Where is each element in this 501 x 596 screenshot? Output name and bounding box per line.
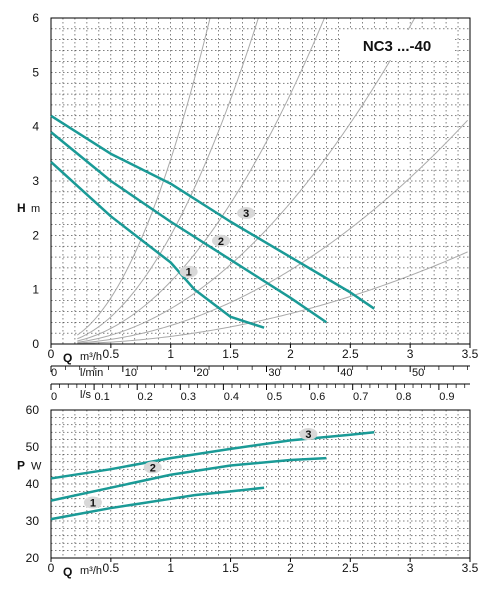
head-x-tick-label: 2.5 xyxy=(342,347,359,361)
power-curve-label-bg-3 xyxy=(299,428,318,441)
power-curve-2 xyxy=(50,456,327,502)
head-curve-label-3: 3 xyxy=(243,208,249,220)
power-x-tick-label: 3.5 xyxy=(462,561,479,575)
power-x-tick-label: 1 xyxy=(167,561,174,575)
system-curve-4 xyxy=(77,17,416,343)
head-x-tick-label: 3.5 xyxy=(462,347,479,361)
head-y-tick-label: 1 xyxy=(32,283,39,297)
chart-title: NC3 ...-40 xyxy=(363,38,431,55)
system-curve-1 xyxy=(77,17,211,336)
head-curve-label-bg-2 xyxy=(211,234,230,247)
power-curve-label-1: 1 xyxy=(90,498,96,510)
power-curve-label-2: 2 xyxy=(150,462,156,474)
power-x-tick-label: 0.5 xyxy=(103,561,120,575)
system-curve-2 xyxy=(77,17,259,340)
title-box xyxy=(340,30,455,60)
secondary-axis-unit: l/s xyxy=(80,389,92,401)
secondary-axis-lmin: 0 10 20 30 40 50 l/min xyxy=(50,365,470,379)
head-curve-label-2: 2 xyxy=(218,236,224,248)
power-y-tick-label: 30 xyxy=(26,514,40,528)
head-x-tick-label: 1 xyxy=(167,347,174,361)
power-x-tick-label: 3 xyxy=(407,561,414,575)
secondary-axis-ls: 0 0.1 0.2 0.3 0.4 0.5 0.6 0.7 0.8 0.9 l/s xyxy=(50,383,470,403)
power-y-label: P xyxy=(17,459,25,473)
power-curves xyxy=(50,430,375,521)
power-y-unit: W xyxy=(31,461,42,473)
system-curve-5 xyxy=(77,119,468,344)
power-y-tick-label: 20 xyxy=(26,551,40,565)
head-y-tick-label: 2 xyxy=(32,228,39,242)
power-x-unit: m³/h xyxy=(80,565,102,577)
power-curve-1 xyxy=(50,486,265,521)
secondary-axis-tick-label: 50 xyxy=(412,367,424,379)
head-curve-2 xyxy=(50,131,328,324)
power-y-tick-label: 60 xyxy=(26,403,40,417)
power-x-tick-label: 2 xyxy=(287,561,294,575)
head-x-unit: m³/h xyxy=(80,351,102,363)
head-curve-3 xyxy=(50,114,375,310)
head-frame xyxy=(50,17,471,345)
secondary-axis-tick-label: 30 xyxy=(268,367,280,379)
secondary-axis-tick-label: 0.7 xyxy=(353,391,368,403)
head-x-tick-label: 0.5 xyxy=(103,347,120,361)
system-curve-3 xyxy=(77,17,325,342)
secondary-axis-tick-label: 0.1 xyxy=(94,391,109,403)
power-frame xyxy=(50,409,471,559)
power-chart: 1 2 3 20 30 40 50 60 P W 0 0.5 1 1.5 2 2.5 3 3.5 Q m³/h xyxy=(17,403,479,579)
head-x-tick-label: 1.5 xyxy=(222,347,239,361)
head-x-tick-label: 0 xyxy=(48,347,55,361)
head-chart: 1 2 3 NC3 ...-40 0 1 2 3 4 5 6 H m 0 0.5 1 1.5 2 2.5 3 3.5 Q m… xyxy=(17,11,479,403)
power-x-tick-label: 0 xyxy=(48,561,55,575)
head-y-tick-label: 5 xyxy=(32,65,39,79)
power-x-label: Q xyxy=(63,565,72,579)
power-y-tick-label: 40 xyxy=(26,477,40,491)
head-y-tick-label: 0 xyxy=(32,337,39,351)
secondary-axis-tick-label: 0.6 xyxy=(310,391,325,403)
power-x-tick-label: 2.5 xyxy=(342,561,359,575)
system-curve-6 xyxy=(77,251,468,345)
secondary-axis-tick-label: 20 xyxy=(197,367,209,379)
head-y-tick-label: 6 xyxy=(32,11,39,25)
head-y-label: H xyxy=(17,201,26,215)
head-curve-label-bg-3 xyxy=(237,207,256,220)
head-y-tick-label: 3 xyxy=(32,174,39,188)
secondary-axis-tick-label: 0.2 xyxy=(138,391,153,403)
head-curve-label-bg-1 xyxy=(179,265,198,278)
secondary-axis-tick-label: 0 xyxy=(51,367,57,379)
power-curve-label-3: 3 xyxy=(305,429,311,441)
secondary-axis-unit: l/min xyxy=(80,367,103,379)
head-y-tick-label: 4 xyxy=(32,120,39,134)
secondary-axis-tick-label: 0.4 xyxy=(224,391,239,403)
head-x-tick-label: 3 xyxy=(407,347,414,361)
head-x-label: Q xyxy=(63,351,72,365)
system-curves xyxy=(77,17,468,345)
secondary-axis-tick-label: 0 xyxy=(51,391,57,403)
secondary-axis-tick-label: 0.8 xyxy=(396,391,411,403)
power-curve-label-bg-1 xyxy=(83,496,102,509)
head-curve-label-1: 1 xyxy=(186,267,192,279)
secondary-axis-tick-label: 0.9 xyxy=(439,391,454,403)
secondary-axis-tick-label: 0.5 xyxy=(267,391,282,403)
power-curve-3 xyxy=(50,430,375,480)
secondary-axis-tick-label: 40 xyxy=(340,367,352,379)
secondary-axis-tick-label: 0.3 xyxy=(181,391,196,403)
head-grid xyxy=(51,18,470,344)
head-x-tick-label: 2 xyxy=(287,347,294,361)
power-curve-label-bg-2 xyxy=(143,461,162,474)
head-y-unit: m xyxy=(31,203,40,215)
secondary-axis-tick-label: 10 xyxy=(125,367,137,379)
power-x-tick-label: 1.5 xyxy=(222,561,239,575)
power-y-tick-label: 50 xyxy=(26,440,40,454)
